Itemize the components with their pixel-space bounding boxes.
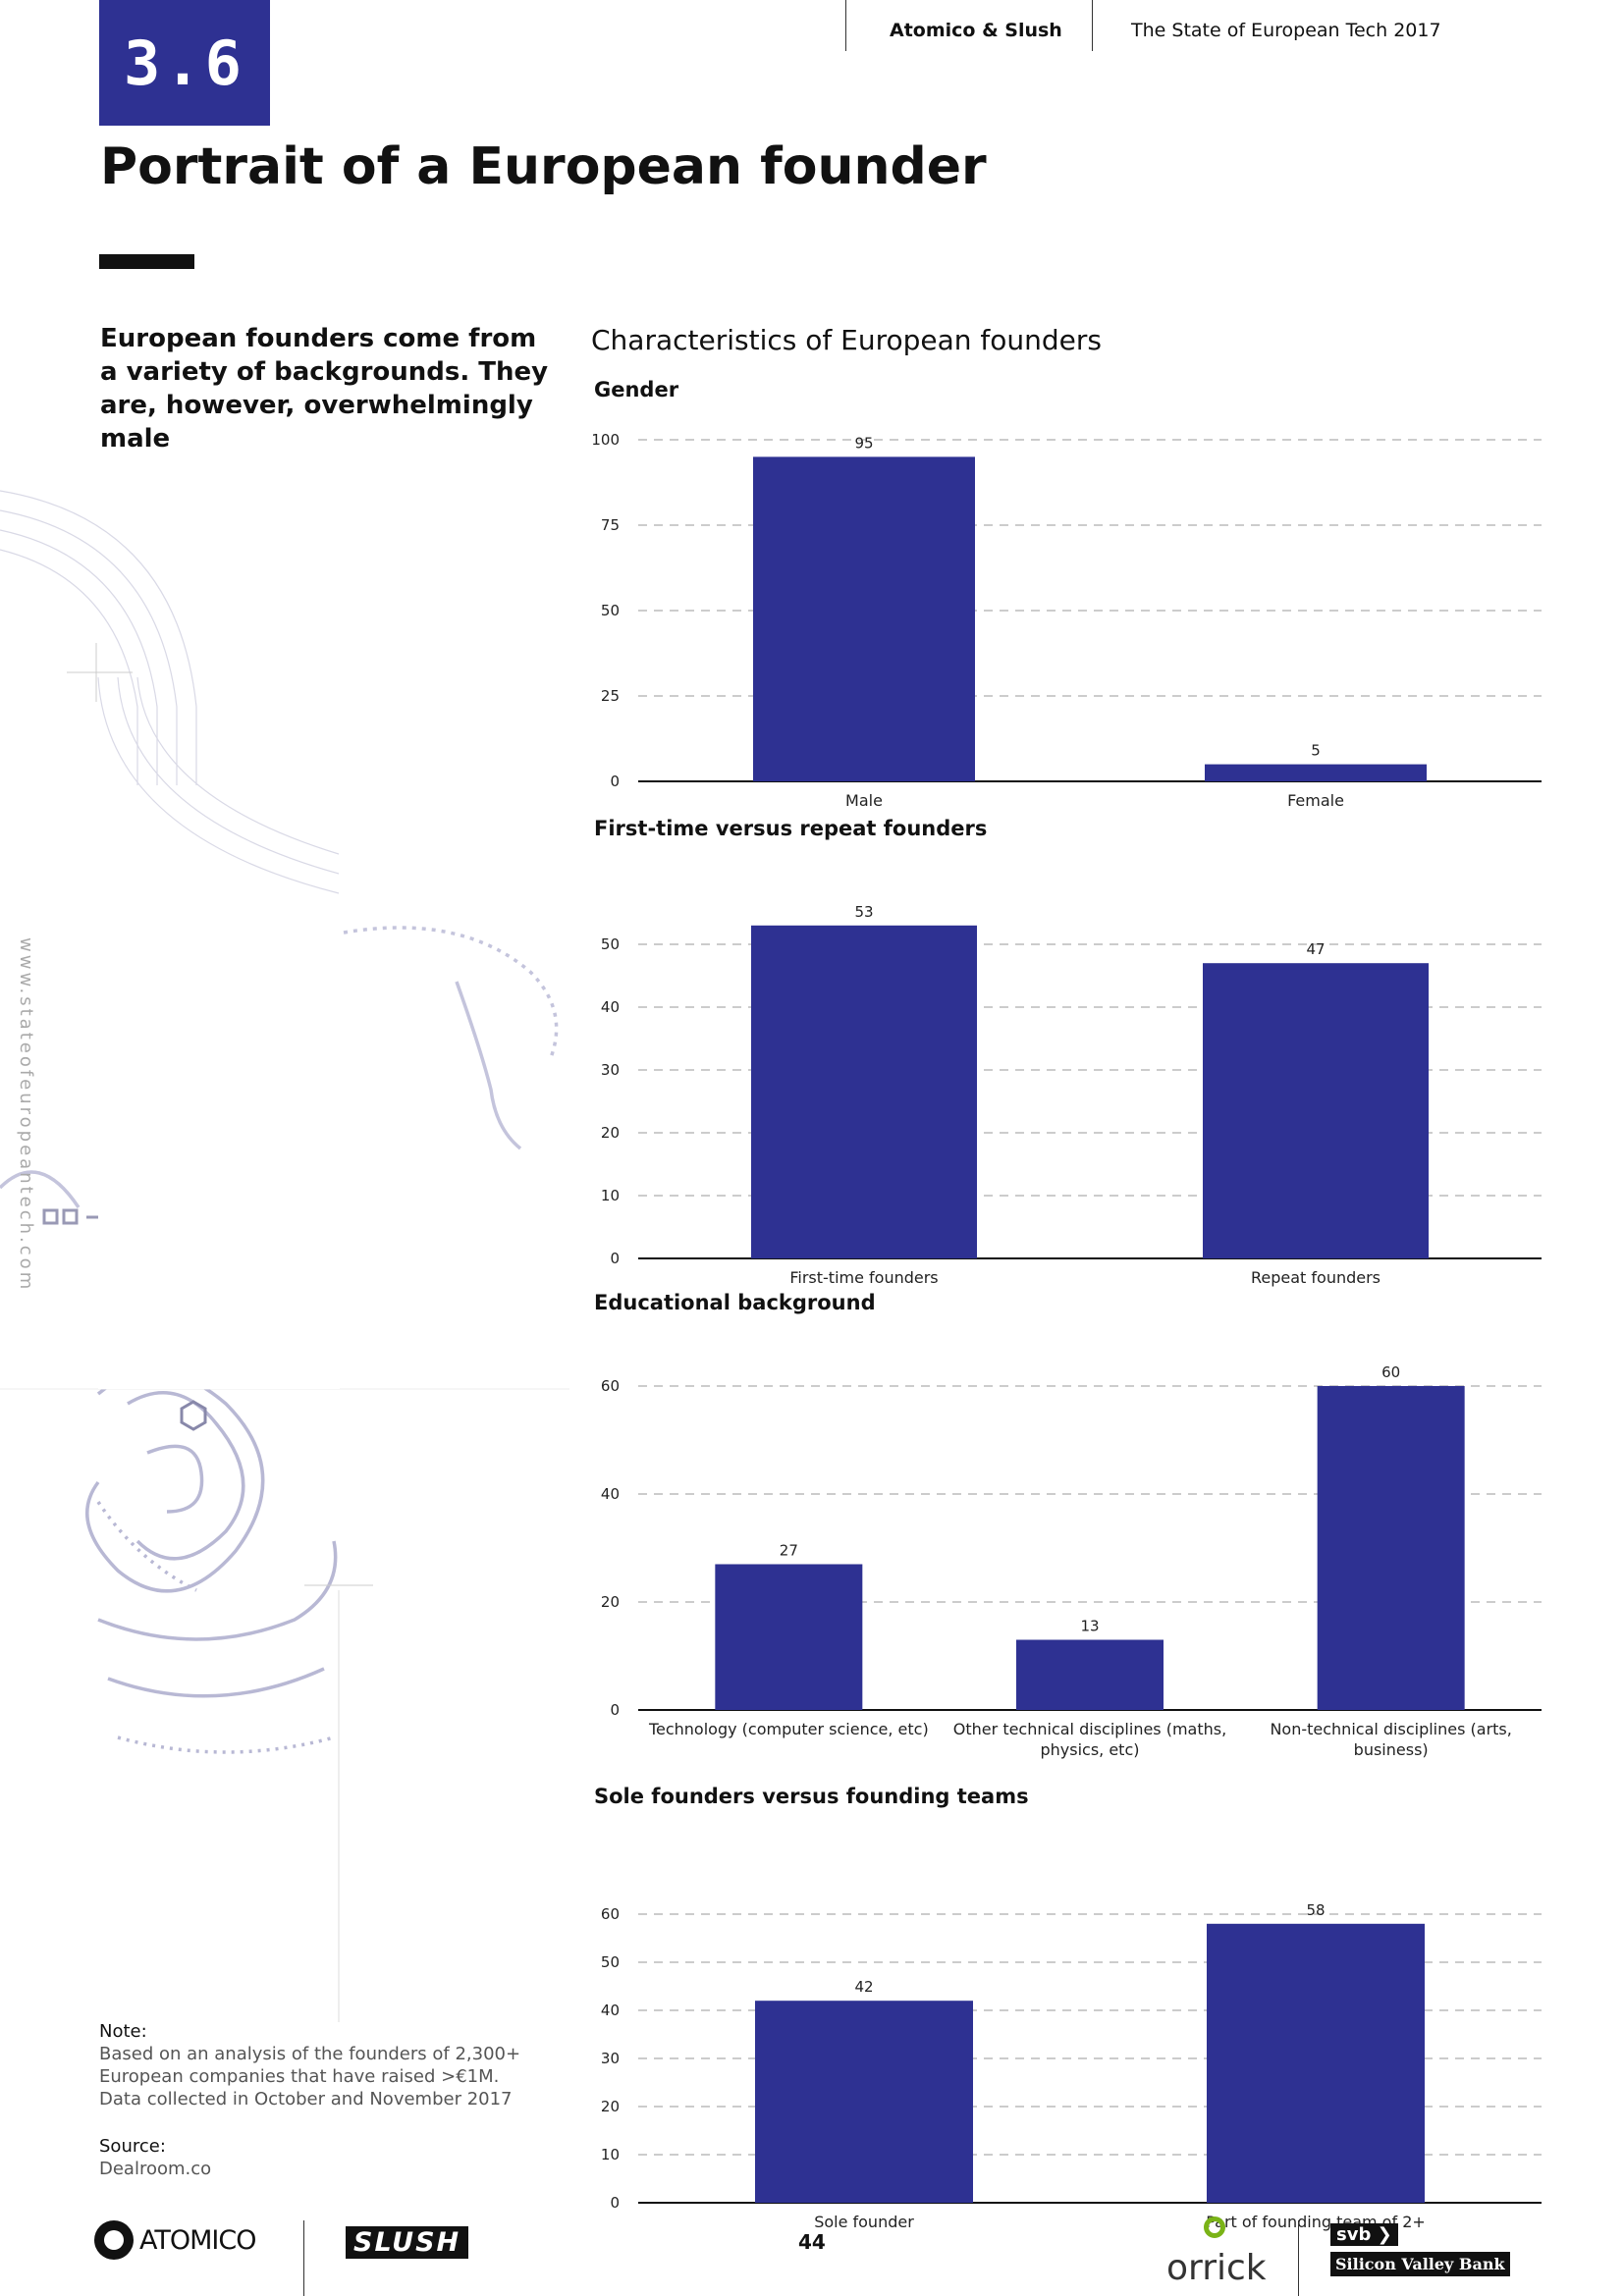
bar [755, 2001, 973, 2203]
svb-mark: svb ❯ [1330, 2223, 1398, 2246]
chart-title: Gender [594, 378, 679, 401]
header-divider [1092, 0, 1093, 51]
category-label: Technology (computer science, etc) [648, 1720, 929, 1738]
atomico-mark-icon [94, 2220, 134, 2260]
bar [753, 456, 975, 781]
gender-chart: Gender 0 25 50 75 100 95 Male 5 Female [591, 378, 1542, 810]
y-tick-label: 40 [601, 998, 620, 1016]
y-tick-label: 40 [601, 1485, 620, 1503]
data-label: 47 [1306, 940, 1325, 958]
data-label: 58 [1306, 1901, 1325, 1919]
category-label: Sole founder [814, 2213, 914, 2231]
orrick-ring-icon [1204, 2216, 1225, 2238]
note-line: European companies that have raised >€1M… [99, 2066, 500, 2087]
category-label: First-time founders [789, 1268, 938, 1287]
education-chart: Educational background 0 20 40 60 27 Technolog… [594, 1291, 1542, 1759]
page-title: Portrait of a European founder [100, 137, 987, 196]
source-block: Source: Dealroom.co [99, 2135, 211, 2180]
y-tick-label: 60 [601, 1905, 620, 1923]
data-label: 5 [1311, 742, 1321, 760]
header-publisher: Atomico & Slush [890, 20, 1062, 41]
y-tick-label: 20 [601, 2098, 620, 2115]
y-tick-label: 40 [601, 2002, 620, 2019]
website-url: www.stateofeuropeantech.com [16, 937, 36, 1293]
note-label: Note: [99, 2021, 147, 2042]
category-label: Non-technical disciplines (arts, [1270, 1720, 1511, 1738]
y-tick-label: 20 [601, 1593, 620, 1611]
chart-title: Sole founders versus founding teams [594, 1785, 1029, 1808]
atomico-wordmark: ATOMICO [139, 2224, 256, 2256]
data-label: 13 [1080, 1618, 1099, 1635]
intro-text: European founders come from a variety of… [100, 324, 549, 454]
data-label: 60 [1381, 1363, 1400, 1381]
y-tick-label: 30 [601, 1061, 620, 1079]
bar [1203, 963, 1429, 1258]
svb-name: Silicon Valley Bank [1330, 2252, 1510, 2276]
category-label: business) [1354, 1740, 1429, 1759]
topographic-decoration [0, 490, 569, 2022]
y-tick-label: 30 [601, 2050, 620, 2067]
title-rule [99, 254, 194, 269]
orrick-logo: orrick [1166, 2248, 1267, 2288]
y-tick-label: 0 [610, 1250, 620, 1267]
note-line: Based on an analysis of the founders of … [99, 2044, 521, 2064]
svb-logo: svb ❯ Silicon Valley Bank [1330, 2223, 1510, 2276]
y-tick-label: 75 [601, 516, 620, 534]
y-tick-label: 25 [601, 687, 620, 705]
bar [751, 925, 977, 1258]
team-size-chart: Sole founders versus founding teams 0 10 20… [594, 1785, 1542, 2231]
y-tick-label: 50 [601, 935, 620, 953]
y-tick-label: 0 [610, 1701, 620, 1719]
bar [1016, 1639, 1164, 1710]
y-tick-label: 20 [601, 1124, 620, 1142]
footer-divider [1298, 2220, 1299, 2296]
data-label: 95 [854, 434, 873, 452]
y-tick-label: 50 [601, 602, 620, 619]
section-number-badge: 3.6 [99, 0, 270, 126]
chart-title: Educational background [594, 1291, 876, 1314]
category-label: Other technical disciplines (maths, [953, 1720, 1226, 1738]
bar [1207, 1923, 1425, 2203]
atomico-logo: ATOMICO [94, 2220, 256, 2260]
founder-type-chart: First-time versus repeat founders 0 10 20 30… [594, 817, 1542, 1287]
y-tick-label: 0 [610, 2194, 620, 2212]
y-tick-label: 100 [591, 431, 620, 449]
category-label: Repeat founders [1251, 1268, 1380, 1287]
source-label: Source: [99, 2136, 166, 2157]
source-value: Dealroom.co [99, 2159, 212, 2179]
data-label: 27 [780, 1542, 798, 1560]
footer-divider [303, 2220, 304, 2296]
category-label: Female [1287, 791, 1344, 810]
y-tick-label: 60 [601, 1377, 620, 1395]
y-tick-label: 0 [610, 773, 620, 790]
bar [715, 1564, 863, 1710]
header-divider [845, 0, 846, 51]
bar [1205, 764, 1427, 781]
y-tick-label: 10 [601, 1187, 620, 1204]
y-tick-label: 50 [601, 1953, 620, 1971]
page-number: 44 [798, 2230, 826, 2254]
y-tick-label: 10 [601, 2146, 620, 2163]
note-line: Data collected in October and November 2… [99, 2089, 513, 2109]
category-label: Male [845, 791, 883, 810]
data-label: 42 [854, 1978, 873, 1996]
charts-heading: Characteristics of European founders [591, 324, 1102, 356]
data-label: 53 [854, 903, 873, 921]
header-report-title: The State of European Tech 2017 [1131, 20, 1441, 41]
category-label: physics, etc) [1040, 1740, 1139, 1759]
slush-logo: SLUSH [346, 2226, 469, 2259]
note-block: Note: Based on an analysis of the founde… [99, 2020, 561, 2110]
chart-title: First-time versus repeat founders [594, 817, 987, 840]
bar [1317, 1386, 1465, 1710]
